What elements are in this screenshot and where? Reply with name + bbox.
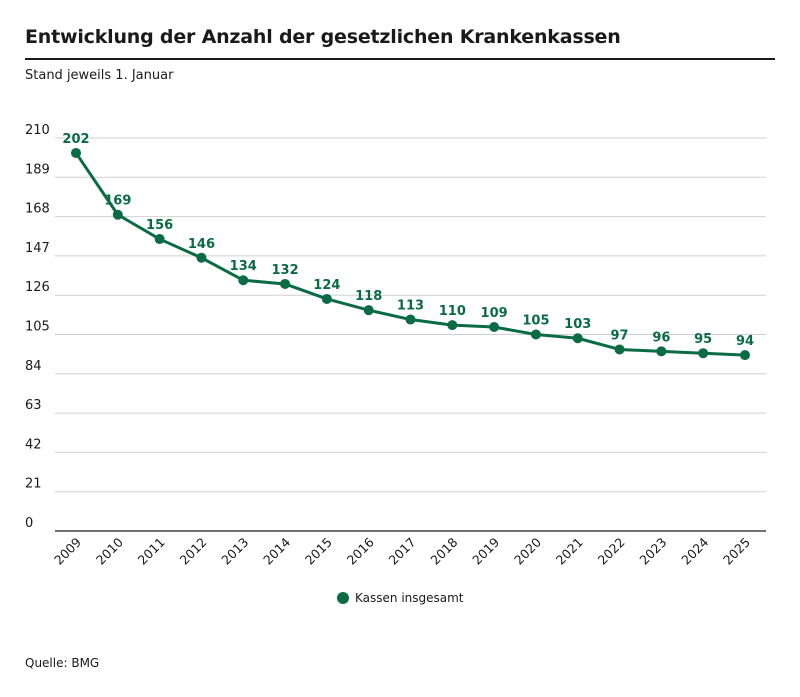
- data-label: 146: [188, 237, 215, 252]
- data-label: 202: [62, 132, 89, 147]
- data-point: [572, 333, 583, 344]
- x-tick-label: 2009: [51, 534, 84, 567]
- data-point: [321, 293, 332, 304]
- data-point: [280, 278, 291, 289]
- title-divider: [25, 58, 775, 60]
- y-tick-label: 63: [25, 398, 42, 413]
- x-tick-label: 2021: [553, 535, 586, 568]
- y-tick-label: 147: [25, 241, 50, 256]
- data-point: [196, 252, 207, 263]
- data-point: [238, 275, 249, 286]
- data-label: 124: [313, 278, 340, 293]
- data-label: 96: [652, 330, 670, 345]
- data-point: [405, 314, 416, 325]
- y-tick-label: 105: [25, 320, 50, 335]
- chart-subtitle: Stand jeweils 1. Januar: [25, 68, 174, 83]
- x-tick-label: 2012: [176, 535, 209, 568]
- x-tick-label: 2018: [427, 534, 460, 567]
- data-point: [740, 350, 750, 361]
- data-point: [154, 234, 165, 245]
- x-tick-label: 2015: [302, 535, 335, 568]
- data-point: [530, 329, 541, 340]
- data-label: 132: [271, 263, 298, 278]
- data-point: [363, 305, 374, 316]
- data-label: 95: [694, 332, 712, 347]
- data-point: [614, 344, 625, 355]
- legend-label: Kassen insgesamt: [355, 591, 464, 605]
- x-tick-label: 2013: [218, 535, 251, 568]
- x-tick-label: 2016: [344, 534, 377, 567]
- data-label: 156: [146, 218, 173, 233]
- legend: Kassen insgesamt: [337, 591, 464, 605]
- x-tick-label: 2010: [93, 534, 126, 567]
- x-tick-label: 2019: [469, 534, 502, 567]
- chart-title: Entwicklung der Anzahl der gesetzlichen …: [25, 26, 621, 48]
- x-tick-label: 2025: [720, 535, 753, 568]
- y-tick-label: 126: [25, 280, 50, 295]
- data-label: 103: [564, 317, 591, 332]
- y-tick-label: 21: [25, 477, 42, 492]
- data-label: 169: [104, 194, 131, 209]
- data-label: 118: [355, 289, 382, 304]
- x-tick-label: 2023: [636, 535, 669, 568]
- data-label: 109: [481, 306, 508, 321]
- data-label: 110: [439, 304, 466, 319]
- y-tick-label: 84: [25, 359, 42, 374]
- data-point: [656, 346, 667, 357]
- data-point: [698, 348, 709, 359]
- data-label: 94: [736, 334, 754, 349]
- legend-marker: [337, 592, 349, 604]
- x-tick-label: 2014: [260, 534, 293, 567]
- data-label: 113: [397, 299, 424, 314]
- y-tick-label: 210: [25, 123, 50, 138]
- data-label: 97: [611, 328, 629, 343]
- data-point: [447, 320, 458, 331]
- y-tick-label: 168: [25, 202, 50, 217]
- x-tick-label: 2020: [511, 534, 544, 567]
- data-point: [71, 147, 81, 158]
- data-label: 134: [230, 259, 257, 274]
- data-point: [112, 209, 123, 220]
- source-note: Quelle: BMG: [25, 656, 100, 670]
- x-tick-label: 2022: [595, 535, 628, 568]
- x-tick-label: 2024: [678, 534, 711, 567]
- series-line: [74, 151, 747, 357]
- x-tick-label: 2017: [386, 535, 419, 568]
- data-point: [489, 322, 500, 333]
- y-tick-label: 42: [25, 437, 42, 452]
- y-tick-label: 0: [25, 516, 33, 531]
- data-label: 105: [522, 314, 549, 329]
- y-tick-label: 189: [25, 162, 50, 177]
- x-tick-label: 2011: [135, 535, 168, 568]
